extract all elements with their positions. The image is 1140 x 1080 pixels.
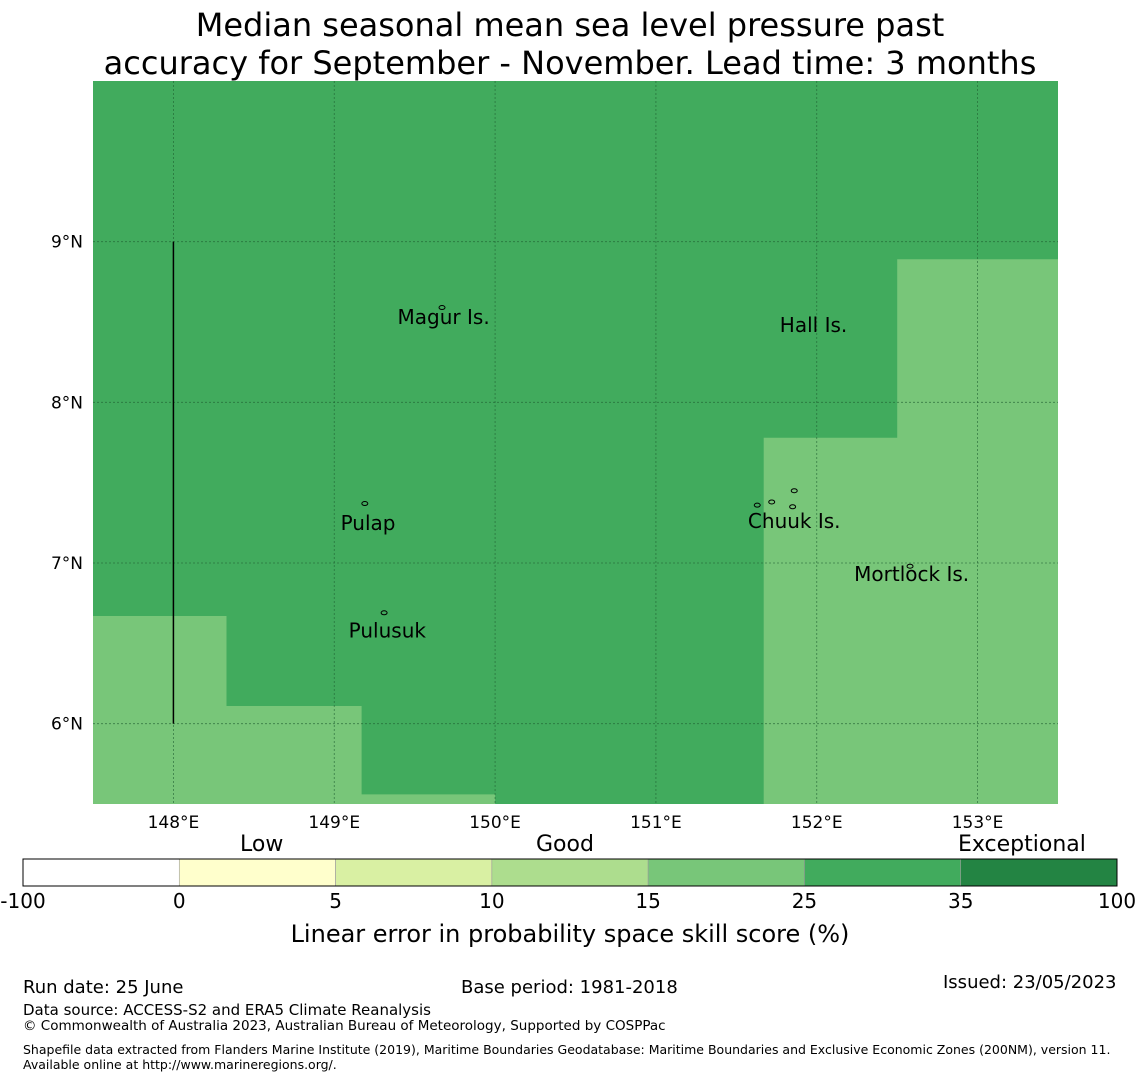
place-label-2: Pulap: [341, 511, 396, 535]
colorbar-segment-6: [960, 858, 1118, 887]
colorbar-segment-1: [178, 858, 336, 887]
colorbar-tick-label-4: 15: [635, 889, 661, 913]
island-outline-5: [789, 504, 797, 510]
x-tick-label-1: 149°E: [308, 813, 360, 833]
y-tick-label-3: 9°N: [51, 233, 83, 253]
island-outline-3: [753, 502, 761, 508]
colorbar-segment-2: [335, 858, 493, 887]
colorbar-tick-label-6: 35: [947, 889, 974, 913]
colorbar-segment-5: [804, 858, 962, 887]
x-tick-label-4: 152°E: [791, 813, 843, 833]
colorbar-segment-4: [647, 858, 805, 887]
place-label-3: Chuuk Is.: [748, 509, 841, 533]
copyright: © Commonwealth of Australia 2023, Austra…: [23, 1018, 666, 1034]
island-outline-0: [438, 305, 446, 311]
skill-region-1: [763, 259, 1058, 804]
island-outline-6: [790, 488, 798, 494]
base-period: Base period: 1981-2018: [461, 977, 678, 998]
place-label-1: Hall Is.: [780, 313, 847, 337]
colorbar-segment-3: [491, 858, 649, 887]
colorbar-category-low: Low: [240, 832, 284, 857]
x-tick-label-0: 148°E: [148, 813, 200, 833]
colorbar-tick-label-0: -100: [0, 889, 46, 913]
place-label-5: Pulusuk: [349, 618, 427, 642]
x-tick-label-5: 153°E: [952, 813, 1004, 833]
colorbar-segment-0: [22, 858, 180, 887]
x-tick-label-3: 151°E: [630, 813, 682, 833]
y-tick-label-0: 6°N: [51, 715, 83, 735]
skill-region-0: [93, 616, 496, 804]
y-tick-label-2: 8°N: [51, 393, 83, 413]
island-outline-4: [768, 499, 776, 505]
colorbar-category-exceptional: Exceptional: [958, 832, 1086, 857]
y-tick-label-1: 7°N: [51, 554, 83, 574]
issued-date: Issued: 23/05/2023: [943, 972, 1117, 993]
colorbar-tick-label-7: 100: [1097, 889, 1137, 913]
colorbar-frame: [22, 858, 1118, 887]
colorbar-tick-label-5: 25: [791, 889, 818, 913]
colorbar-tick-label-2: 5: [329, 889, 342, 913]
colorbar-category-good: Good: [536, 832, 594, 857]
island-outline-1: [361, 501, 369, 507]
chart-title: Median seasonal mean sea level pressure …: [103, 6, 1037, 82]
run-date: Run date: 25 June: [23, 977, 184, 998]
shapefile-note: Shapefile data extracted from Flanders M…: [23, 1042, 1111, 1072]
colorbar-tick-label-1: 0: [172, 889, 186, 913]
colorbar-label: Linear error in probability space skill …: [290, 920, 850, 948]
x-tick-label-2: 150°E: [469, 813, 521, 833]
island-outline-7: [906, 563, 914, 569]
island-outline-2: [380, 610, 388, 616]
colorbar-tick-label-3: 10: [479, 889, 505, 913]
data-source: Data source: ACCESS-S2 and ERA5 Climate …: [23, 1001, 431, 1019]
place-label-4: Mortlock Is.: [854, 562, 969, 586]
place-label-0: Magur Is.: [398, 305, 490, 329]
